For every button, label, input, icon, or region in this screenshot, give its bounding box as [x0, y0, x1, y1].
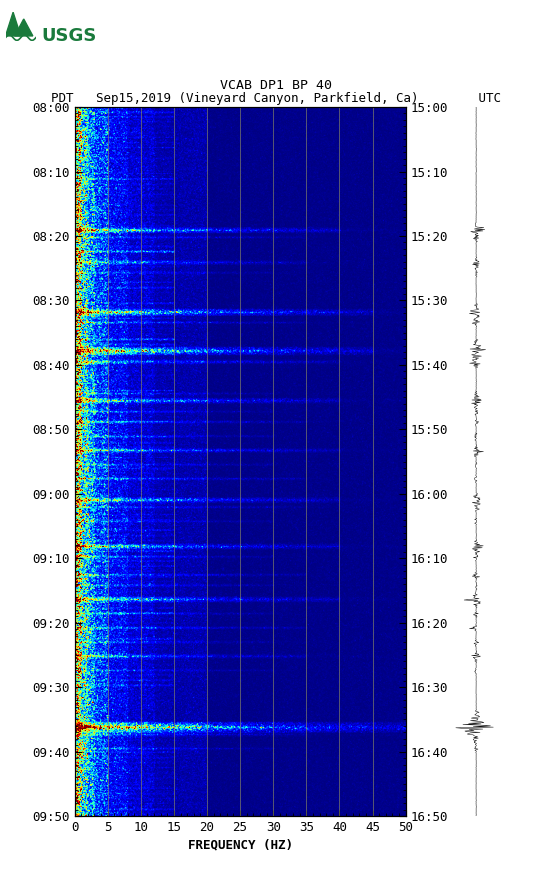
- Text: VCAB DP1 BP 40: VCAB DP1 BP 40: [220, 78, 332, 92]
- Text: USGS: USGS: [41, 27, 97, 45]
- X-axis label: FREQUENCY (HZ): FREQUENCY (HZ): [188, 838, 293, 851]
- Polygon shape: [6, 12, 21, 36]
- Text: PDT   Sep15,2019 (Vineyard Canyon, Parkfield, Ca)        UTC: PDT Sep15,2019 (Vineyard Canyon, Parkfie…: [51, 92, 501, 105]
- Polygon shape: [14, 19, 33, 36]
